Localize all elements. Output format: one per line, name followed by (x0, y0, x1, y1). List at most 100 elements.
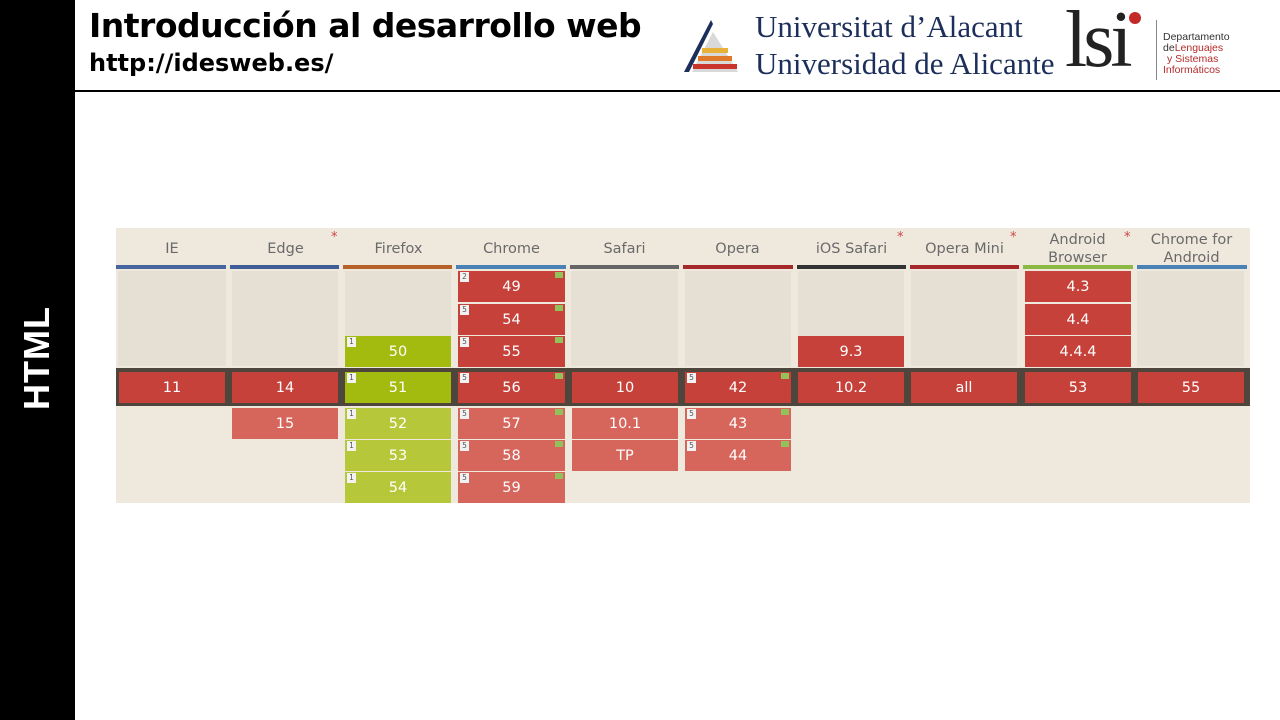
column-bg (1137, 271, 1244, 366)
version-cell[interactable]: 1 51 (345, 372, 451, 403)
version-cell[interactable]: 1 52 (345, 408, 451, 439)
header-firefox[interactable]: Firefox (374, 241, 423, 257)
version-label: 53 (388, 447, 408, 464)
version-label: 43 (728, 415, 748, 432)
note-badge: 5 (687, 409, 696, 419)
department-line1: Departamento (1163, 31, 1230, 43)
flag-icon (781, 441, 789, 447)
underline-ios-safari (797, 265, 906, 269)
header-ie[interactable]: IE (165, 241, 179, 257)
university-name: Universitat d’Alacant Universidad de Ali… (755, 8, 1055, 82)
version-label: 58 (502, 447, 521, 464)
header-android-browser[interactable]: Android Browser (1048, 232, 1107, 266)
version-label: 54 (388, 479, 408, 496)
version-cell[interactable]: 10 (572, 372, 678, 403)
version-cell[interactable]: 9.3 (798, 336, 904, 367)
version-cell[interactable]: TP (572, 440, 678, 471)
underline-firefox (343, 265, 452, 269)
version-label: 42 (728, 379, 748, 396)
asterisk-opera-mini: * (1010, 230, 1017, 245)
version-label: 4.3 (1066, 278, 1090, 295)
version-label: 10.1 (608, 415, 642, 432)
version-label: 11 (162, 379, 182, 396)
version-cell[interactable]: 14 (232, 372, 338, 403)
flag-icon (555, 272, 563, 278)
header-opera-mini[interactable]: Opera Mini (925, 241, 1004, 257)
slide-header: Introducción al desarrollo web http://id… (75, 0, 1280, 92)
version-label: 10.2 (834, 379, 868, 396)
version-label: 15 (275, 415, 295, 432)
version-label: 50 (388, 343, 408, 360)
department-line3: y Sistemas (1167, 53, 1219, 65)
university-logo-icon (680, 14, 742, 76)
version-cell[interactable]: 1 54 (345, 472, 451, 503)
version-cell[interactable]: 5 54 (458, 304, 565, 335)
version-cell[interactable]: 5 43 (685, 408, 791, 439)
flag-icon (781, 373, 789, 379)
version-label: 14 (275, 379, 295, 396)
version-cell[interactable]: 1 50 (345, 336, 451, 367)
header-chrome-for-android[interactable]: Chrome for Android (1150, 232, 1233, 266)
note-badge: 5 (460, 441, 469, 451)
flag-icon (555, 305, 563, 311)
version-cell[interactable]: 11 (119, 372, 225, 403)
version-cell[interactable]: 5 56 (458, 372, 565, 403)
department-line2: deLenguajes (1163, 43, 1230, 54)
version-label: 53 (1068, 379, 1088, 396)
version-cell[interactable]: 10.2 (798, 372, 904, 403)
version-cell[interactable]: 10.1 (572, 408, 678, 439)
header-safari[interactable]: Safari (603, 241, 646, 257)
version-cell[interactable]: 5 59 (458, 472, 565, 503)
underline-safari (570, 265, 679, 269)
version-label: 56 (502, 379, 521, 396)
lsi-logo-dot (1129, 12, 1141, 24)
underline-chrome (456, 265, 566, 269)
version-label: 55 (502, 343, 521, 360)
flag-icon (781, 409, 789, 415)
note-badge: 5 (460, 373, 469, 383)
version-cell[interactable]: 4.3 (1025, 271, 1131, 302)
version-cell[interactable]: 15 (232, 408, 338, 439)
version-cell[interactable]: 1 53 (345, 440, 451, 471)
note-badge: 5 (687, 441, 696, 451)
version-label: all (955, 379, 973, 396)
underline-opera (683, 265, 793, 269)
course-url[interactable]: http://idesweb.es/ (89, 49, 334, 77)
version-label: 4.4.4 (1059, 343, 1097, 360)
department-line4: Informáticos (1163, 64, 1221, 76)
version-cell[interactable]: 5 44 (685, 440, 791, 471)
version-label: TP (616, 447, 634, 464)
version-cell[interactable]: 4.4.4 (1025, 336, 1131, 367)
flag-icon (555, 473, 563, 479)
header-chrome[interactable]: Chrome (483, 241, 540, 257)
lsi-logo: lsi (1065, 0, 1133, 84)
underline-ie (116, 265, 226, 269)
section-label: HTML (16, 306, 57, 410)
version-label: 59 (502, 479, 521, 496)
header-ios-safari[interactable]: iOS Safari (815, 241, 888, 257)
version-cell[interactable]: 4.4 (1025, 304, 1131, 335)
version-cell[interactable]: 53 (1025, 372, 1131, 403)
version-cell[interactable]: 5 55 (458, 336, 565, 367)
note-badge: 1 (347, 373, 356, 383)
version-label: 57 (502, 415, 521, 432)
flag-icon (555, 337, 563, 343)
version-label: 4.4 (1066, 311, 1090, 328)
flag-icon (555, 441, 563, 447)
version-cell[interactable]: 55 (1138, 372, 1244, 403)
version-cell[interactable]: 2 49 (458, 271, 565, 302)
version-cell[interactable]: 5 57 (458, 408, 565, 439)
note-badge: 1 (347, 473, 356, 483)
header-opera[interactable]: Opera (715, 241, 760, 257)
version-cell[interactable]: 5 58 (458, 440, 565, 471)
version-label: 52 (388, 415, 408, 432)
version-cell[interactable]: all (911, 372, 1017, 403)
university-name-line1: Universitat d’Alacant (755, 9, 1023, 44)
side-band: HTML (0, 0, 75, 720)
version-cell[interactable]: 5 42 (685, 372, 791, 403)
header-edge[interactable]: Edge (267, 241, 304, 257)
column-bg (911, 271, 1017, 366)
note-badge: 2 (460, 272, 469, 282)
note-badge: 1 (347, 441, 356, 451)
column-bg (685, 271, 791, 366)
